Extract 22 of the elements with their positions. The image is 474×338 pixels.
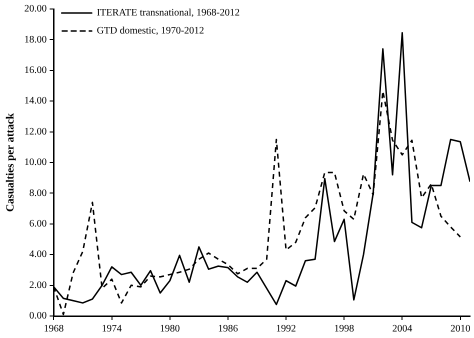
y-tick-label: 10.00 (24, 157, 47, 168)
y-tick-label: 16.00 (24, 65, 47, 76)
y-tick-label: 4.00 (29, 249, 47, 260)
y-axis-title: Casualties per attack (4, 112, 16, 212)
x-tick-label: 1968 (44, 324, 64, 335)
legend-label: ITERATE transnational, 1968-2012 (96, 8, 240, 19)
y-tick-label: 2.00 (29, 280, 47, 291)
x-tick-label: 1998 (334, 324, 354, 335)
legend-label: GTD domestic, 1970-2012 (96, 26, 204, 37)
x-tick-label: 2010 (450, 324, 470, 335)
y-tick-label: 8.00 (29, 188, 47, 199)
x-tick-label: 1992 (276, 324, 296, 335)
x-tick-label: 1974 (102, 324, 122, 335)
y-tick-label: 6.00 (29, 218, 47, 230)
y-tick-label: 20.00 (24, 4, 47, 15)
y-tick-label: 18.00 (24, 34, 47, 46)
y-tick-label: 0.00 (29, 310, 47, 322)
x-tick-label: 1986 (218, 324, 238, 335)
x-tick-label: 1980 (160, 324, 180, 335)
y-tick-label: 12.00 (24, 126, 47, 138)
y-tick-label: 14.00 (24, 96, 47, 107)
x-tick-label: 2004 (392, 324, 412, 335)
